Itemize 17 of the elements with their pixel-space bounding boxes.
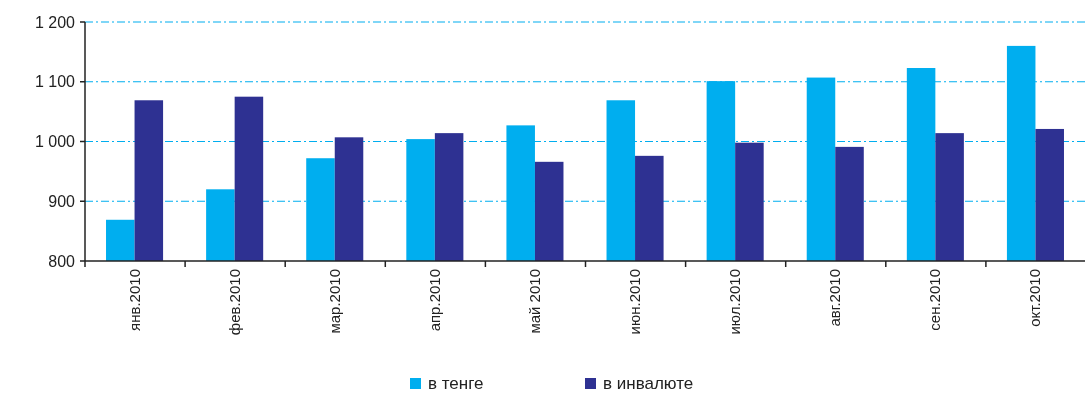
x-tick-label: июн.2010 — [626, 269, 644, 335]
x-tick-label: фев.2010 — [225, 269, 243, 336]
x-tick-label: янв.2010 — [125, 269, 143, 331]
x-tick-label: авг.2010 — [826, 269, 844, 327]
x-tick-label: мар.2010 — [325, 269, 343, 334]
y-tick-label: 900 — [48, 192, 76, 210]
y-tick-label: 800 — [48, 252, 76, 270]
legend-label: в тенге — [428, 374, 484, 393]
x-tick-label: апр.2010 — [425, 269, 443, 332]
x-tick-label: сен.2010 — [926, 269, 944, 331]
y-tick-label: 1 000 — [34, 133, 76, 151]
y-tick-label: 1 100 — [34, 73, 76, 91]
y-tick-label: 1 200 — [34, 13, 76, 31]
legend-label: в инвалюте — [603, 374, 694, 393]
x-tick-label: май 2010 — [525, 269, 543, 334]
x-tick-label: окт.2010 — [1026, 269, 1044, 327]
x-tick-label: июл.2010 — [726, 269, 744, 335]
